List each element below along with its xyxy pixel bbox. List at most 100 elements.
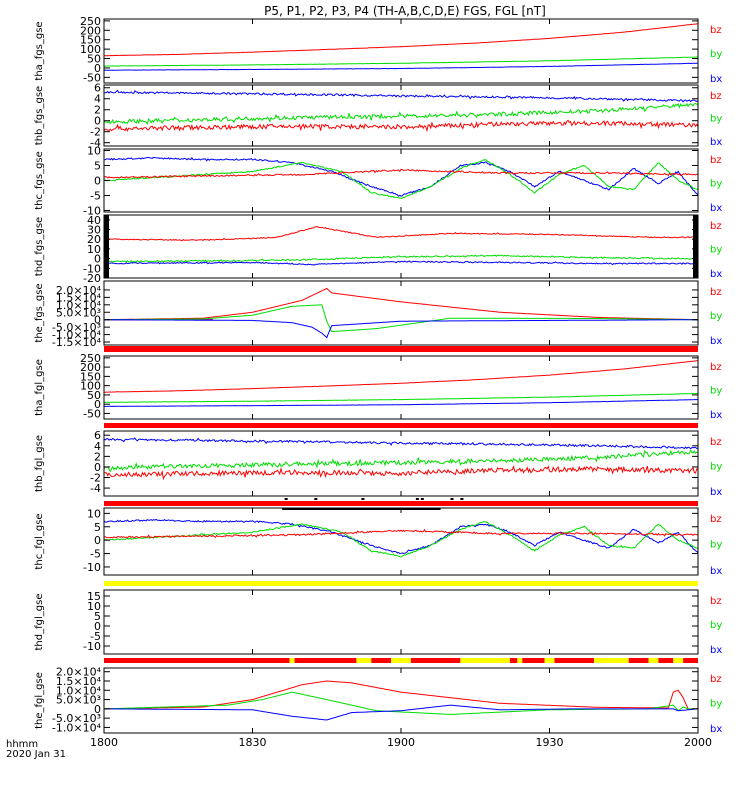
y-tick-label: 10: [87, 507, 101, 520]
status-line: [282, 508, 441, 510]
panel-the_fgl_gse: 2.0×10⁴1.5×10⁴1.0×10⁴5.0×10³0-5.0×10³-1.…: [34, 666, 722, 735]
y-tick-label: 0: [94, 62, 101, 75]
status-bar-segment: [356, 658, 372, 663]
y-tick-label: -5: [90, 548, 101, 561]
y-tick-label: 6: [94, 429, 101, 442]
y-axis-label: thb_fgs_gse: [34, 86, 45, 145]
y-tick-label: 0: [94, 703, 101, 716]
y-tick-label: 150: [80, 34, 101, 47]
y-axis-label: the_fgs_gse: [34, 283, 45, 342]
series-bx-line: [103, 437, 699, 450]
legend-by: by: [710, 311, 722, 322]
panel-thc_fgs_gse: 10 5 0 -5 -10 thc_fgs_gse bz by bx: [34, 145, 722, 218]
y-tick-label: 0: [94, 620, 101, 633]
panel-frame: [103, 507, 699, 576]
y-tick-label: -5: [90, 630, 101, 643]
x-tick-label: 1930: [536, 736, 564, 749]
series-by-line: [108, 254, 694, 263]
status-dot: [361, 498, 365, 500]
y-axis-label: thc_fgs_gse: [34, 151, 45, 210]
y-tick-label: 50: [87, 389, 101, 402]
panel-frame: [103, 667, 699, 734]
y-tick-label: 5.0×10³: [56, 694, 101, 707]
y-tick-label: -10: [83, 205, 101, 218]
y-tick-label: -5: [90, 190, 101, 203]
y-axis-label: thd_fgl_gse: [34, 594, 45, 651]
series-bz-line: [103, 168, 699, 179]
y-tick-label: 1.5×10⁴: [56, 291, 102, 304]
status-bar-segment: [522, 658, 545, 663]
y-tick-label: 50: [87, 53, 101, 66]
panel-frame: [103, 214, 699, 279]
legend-bx: bx: [710, 137, 722, 148]
series-bx-line: [103, 156, 699, 197]
y-tick-label: 0: [94, 314, 101, 327]
series-bz-line: [103, 23, 699, 57]
y-tick-label: 0: [94, 398, 101, 411]
status-bar-segment: [658, 658, 674, 663]
y-axis-label: tha_fgl_gse: [34, 359, 45, 416]
legend-by: by: [710, 462, 722, 473]
legend-by: by: [710, 699, 722, 710]
y-tick-label: 30: [87, 224, 101, 237]
legend-bx: bx: [710, 487, 722, 498]
legend-bx: bx: [710, 724, 722, 735]
y-tick-label: 2.0×10⁴: [56, 284, 102, 297]
y-tick-label: -2: [90, 126, 101, 139]
legend-bz: bz: [710, 596, 722, 607]
status-bar-segment: [104, 581, 698, 586]
legend-by: by: [710, 114, 722, 125]
y-tick-label: 4: [94, 93, 101, 106]
y-axis-label: thc_fgl_gse: [34, 513, 45, 569]
legend-by: by: [710, 179, 722, 190]
legend-bx: bx: [710, 645, 722, 656]
y-tick-label: 250: [80, 15, 101, 28]
panel-frame: [103, 18, 699, 84]
series-bz-line: [103, 680, 698, 710]
legend-bx: bx: [710, 74, 722, 85]
edge-fill-left: [104, 215, 109, 278]
y-tick-label: -5.0×10³: [52, 712, 101, 725]
status-bar-segment: [628, 658, 649, 663]
status-dot: [415, 498, 419, 500]
panel-frame: [103, 430, 699, 497]
y-tick-label: -10: [83, 262, 101, 275]
legend-bz: bz: [710, 155, 722, 166]
series-by-line: [103, 521, 699, 558]
status-bar-segment: [410, 658, 461, 663]
legend-bz: bz: [710, 25, 722, 36]
x-tick-label: 2000: [684, 736, 712, 749]
status-bars: [104, 346, 698, 663]
status-bar-segment: [673, 658, 684, 663]
series-by-line: [104, 393, 698, 403]
x-tick-label: 1800: [90, 736, 118, 749]
y-tick-label: 100: [80, 380, 101, 393]
series-by-line: [103, 449, 699, 473]
y-tick-label: 100: [80, 43, 101, 56]
y-tick-label: 250: [80, 352, 101, 365]
x-tick-label: 1830: [239, 736, 267, 749]
status-dot: [460, 498, 464, 500]
y-tick-label: -2: [90, 472, 101, 485]
y-tick-label: 10: [87, 145, 101, 158]
y-tick-label: -20: [83, 272, 101, 285]
y-axis-label: thd_fgs_gse: [34, 217, 45, 276]
panel-frame: [103, 589, 699, 655]
x-tick-label: 1900: [387, 736, 415, 749]
series-bx-line: [108, 260, 694, 266]
series-bz-line: [103, 119, 699, 133]
y-tick-label: 15: [87, 590, 101, 603]
y-tick-label: -1.0×10⁴: [52, 329, 102, 342]
y-tick-label: 0: [94, 461, 101, 474]
status-bar-segment: [104, 501, 698, 506]
y-tick-label: 5: [94, 610, 101, 623]
panel-frame: [103, 280, 699, 346]
status-dot: [284, 498, 288, 500]
